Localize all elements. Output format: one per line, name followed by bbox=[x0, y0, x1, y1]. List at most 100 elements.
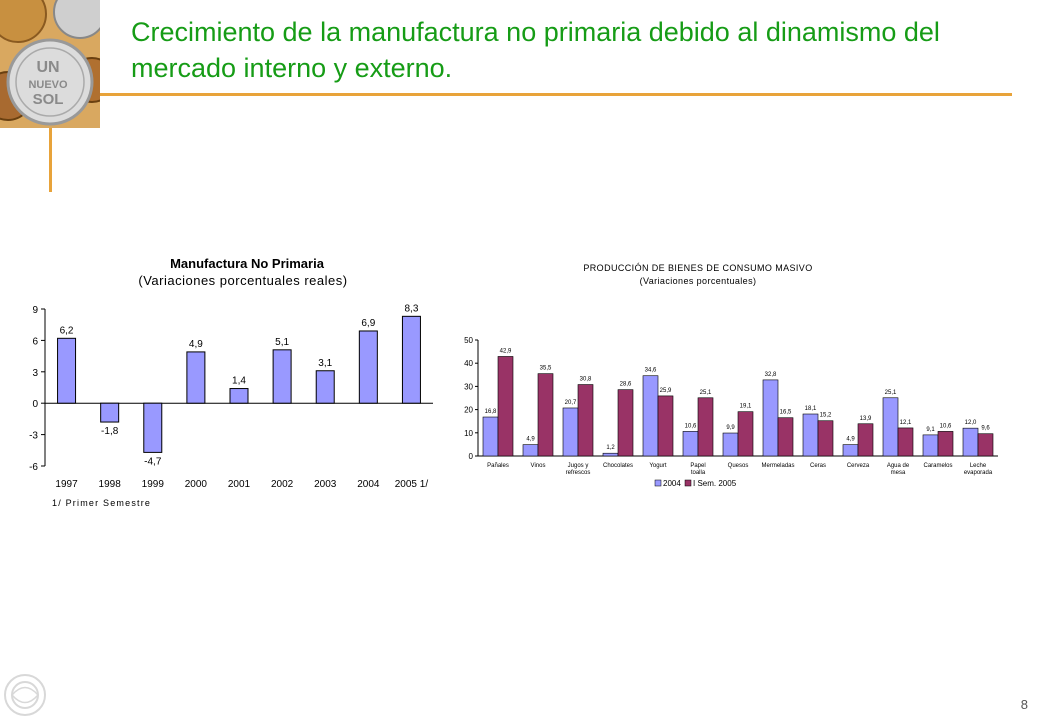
legend-label-2005: I Sem. 2005 bbox=[693, 479, 737, 488]
chart2-category-label: mesa bbox=[891, 470, 906, 476]
chart2-bar-series-0 bbox=[482, 416, 499, 457]
chart2-data-label: 9,1 bbox=[926, 427, 935, 433]
legend-swatch-2004 bbox=[654, 479, 662, 487]
chart2-data-label: 9,9 bbox=[726, 425, 735, 431]
bank-logo bbox=[4, 674, 46, 716]
chart2-category-label: Pañales bbox=[487, 463, 509, 469]
chart2-data-label: 16,5 bbox=[780, 410, 792, 416]
chart1-bar bbox=[358, 330, 378, 404]
chart1-bar bbox=[143, 402, 163, 453]
chart2-data-label: 16,8 bbox=[485, 409, 497, 415]
chart2-bar-series-0 bbox=[562, 407, 579, 457]
chart2-data-label: 35,5 bbox=[540, 366, 552, 372]
chart1-category-label: 2001 bbox=[228, 479, 251, 490]
chart1-data-label: 3,1 bbox=[318, 358, 332, 369]
chart2-category-label: Mermeladas bbox=[761, 463, 794, 469]
chart1-subtitle: (Variaciones porcentuales reales) bbox=[138, 273, 347, 288]
chart2-data-label: 12,0 bbox=[965, 420, 977, 426]
chart2-data-label: 25,9 bbox=[660, 388, 672, 394]
chart1-category-label: 2005 1/ bbox=[395, 479, 429, 490]
coin-text-sol: SOL bbox=[33, 91, 64, 108]
chart2-category-label: evaporada bbox=[964, 470, 993, 476]
chart1-category-label: 1998 bbox=[99, 479, 122, 490]
chart2-data-label: 4,9 bbox=[526, 437, 535, 443]
chart1-bar bbox=[186, 351, 206, 404]
chart2-bar-series-1 bbox=[537, 373, 554, 457]
chart2-bar-series-0 bbox=[762, 379, 779, 457]
chart2-category-label: Chocolates bbox=[603, 463, 633, 469]
legend-swatch-2005 bbox=[684, 479, 692, 487]
chart1-data-label: 4,9 bbox=[189, 339, 203, 350]
chart2-bar-series-1 bbox=[777, 417, 794, 457]
chart2-data-label: 1,2 bbox=[606, 445, 615, 451]
chart2-bar-series-0 bbox=[962, 427, 979, 457]
chart2-category-label: refrescos bbox=[566, 470, 591, 476]
chart1-data-label: 5,1 bbox=[275, 337, 289, 348]
chart2-y-tick-label: 20 bbox=[464, 406, 473, 415]
chart2-category-label: Jugos y bbox=[568, 463, 589, 469]
chart1-bar bbox=[401, 315, 421, 404]
chart2-data-label: 9,6 bbox=[981, 426, 990, 432]
chart2-bar-series-1 bbox=[577, 384, 594, 457]
chart2-subtitle: (Variaciones porcentuales) bbox=[640, 276, 757, 286]
chart1-category-label: 1997 bbox=[55, 479, 78, 490]
chart1-y-tick-label: 9 bbox=[32, 305, 38, 316]
chart1-category-label: 2000 bbox=[185, 479, 208, 490]
chart2-category-label: Yogurt bbox=[649, 463, 666, 469]
chart1-category-label: 2004 bbox=[357, 479, 380, 490]
page-number: 8 bbox=[1020, 697, 1028, 712]
chart1-bar bbox=[57, 337, 77, 404]
chart1-bar bbox=[229, 388, 249, 404]
chart2-y-tick-label: 10 bbox=[464, 429, 473, 438]
chart2-bar-series-1 bbox=[737, 411, 754, 457]
coin-text-nuevo: NUEVO bbox=[28, 79, 68, 91]
chart2-data-label: 19,1 bbox=[740, 404, 752, 410]
chart2-category-label: Leche bbox=[970, 463, 987, 469]
chart2-data-label: 25,1 bbox=[885, 390, 897, 396]
chart2-category-label: Papel bbox=[690, 463, 705, 469]
chart2-bar-series-0 bbox=[602, 452, 619, 457]
chart1-data-label: 1,4 bbox=[232, 376, 246, 387]
title-underline bbox=[100, 93, 1012, 96]
chart2-legend: 2004 I Sem. 2005 bbox=[654, 479, 737, 488]
chart2-category-label: Agua de bbox=[887, 463, 910, 469]
chart-bienes-consumo-masivo: PRODUCCIÓN DE BIENES DE CONSUMO MASIVO (… bbox=[464, 263, 998, 488]
chart1-footnote: 1/ Primer Semestre bbox=[52, 498, 151, 508]
chart1-y-tick-label: -6 bbox=[29, 462, 38, 473]
chart2-bar-series-1 bbox=[977, 433, 994, 457]
chart2-bar-series-1 bbox=[617, 389, 634, 457]
chart1-data-label: 6,9 bbox=[361, 318, 375, 329]
chart2-bar-series-1 bbox=[897, 427, 914, 457]
chart1-category-label: 1999 bbox=[142, 479, 165, 490]
chart2-data-label: 34,6 bbox=[645, 368, 657, 374]
chart2-category-label: Quesos bbox=[728, 463, 749, 469]
coin-text-un: UN bbox=[36, 59, 59, 76]
chart2-data-label: 25,1 bbox=[700, 390, 712, 396]
chart2-bar-series-1 bbox=[817, 420, 834, 457]
chart1-data-label: 6,2 bbox=[60, 325, 74, 336]
chart2-bar-series-1 bbox=[937, 431, 954, 457]
chart1-y-tick-label: 3 bbox=[32, 368, 38, 379]
chart2-category-label: Caramelos bbox=[923, 463, 952, 469]
chart2-data-label: 12,1 bbox=[900, 420, 912, 426]
chart2-data-label: 15,2 bbox=[820, 413, 832, 419]
chart2-data-label: 30,8 bbox=[580, 377, 592, 383]
chart2-y-tick-label: 40 bbox=[464, 359, 473, 368]
chart1-data-label: -1,8 bbox=[101, 426, 119, 437]
chart2-data-label: 4,9 bbox=[846, 437, 855, 443]
chart1-y-tick-label: 0 bbox=[32, 399, 38, 410]
chart2-data-label: 28,6 bbox=[620, 382, 632, 388]
chart2-bar-series-0 bbox=[922, 434, 939, 457]
legend-label-2004: 2004 bbox=[663, 479, 681, 488]
chart2-bar-series-0 bbox=[842, 444, 859, 457]
chart1-category-label: 2002 bbox=[271, 479, 294, 490]
chart1-title: Manufactura No Primaria bbox=[170, 256, 325, 271]
chart2-data-label: 18,1 bbox=[805, 406, 817, 412]
chart2-category-label: Vinos bbox=[531, 463, 546, 469]
chart2-data-label: 42,9 bbox=[500, 348, 512, 354]
chart1-bar bbox=[272, 349, 292, 404]
chart2-bar-series-0 bbox=[522, 444, 539, 457]
chart2-y-tick-label: 30 bbox=[464, 382, 473, 391]
chart2-bar-series-0 bbox=[802, 413, 819, 457]
slide-title: Crecimiento de la manufactura no primari… bbox=[131, 17, 940, 83]
